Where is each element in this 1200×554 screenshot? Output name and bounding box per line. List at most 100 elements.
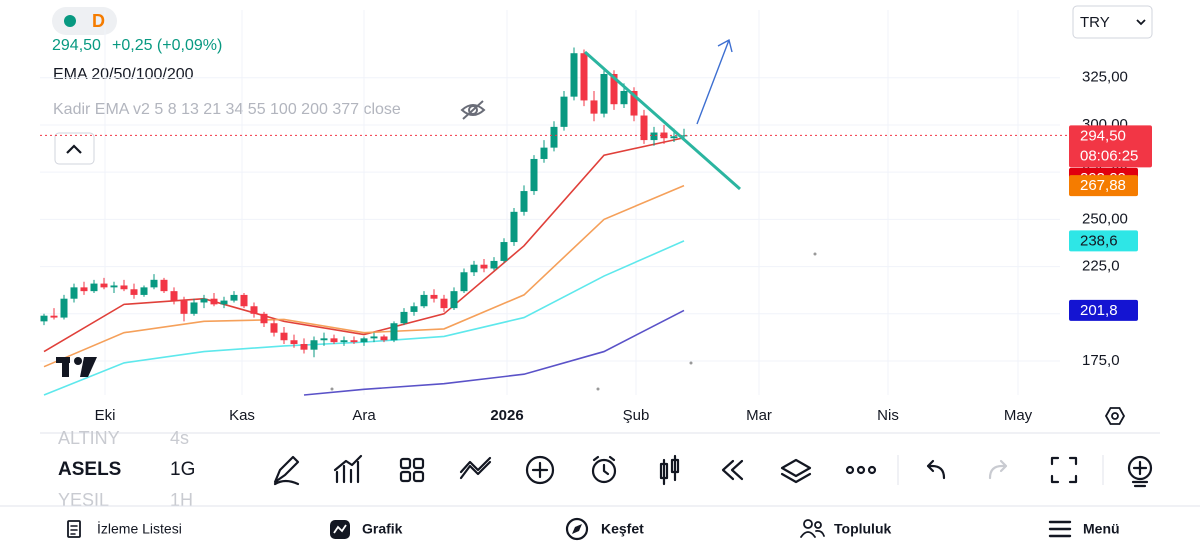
nav-chart[interactable]: Grafik [330,520,403,539]
candle-body [240,294,248,307]
candle-body [200,298,208,303]
alert[interactable] [591,455,617,484]
currency[interactable]: TRY [1080,14,1110,31]
chevron-down [1136,19,1146,26]
x-tick-label: Eki [95,407,116,424]
indicator-tag [1069,175,1138,197]
add[interactable] [525,455,555,485]
currency-select[interactable] [1072,5,1153,39]
candle-body [270,323,278,333]
replay[interactable] [721,459,744,481]
candle-body [640,115,648,141]
candle-body [340,340,348,343]
x-tick-label: Şub [623,407,650,424]
candle-body [210,298,218,305]
candle-body [380,336,388,341]
collapse-button[interactable] [54,132,95,165]
candle-body [580,53,588,101]
last-price-tag [1069,125,1152,168]
script-name[interactable]: Kadir EMA v2 5 8 13 21 34 55 100 200 377… [53,101,401,118]
candle-body [180,300,188,314]
candle-body [490,260,498,269]
watch-symbol[interactable]: ASELS [58,459,121,480]
dot [689,361,693,365]
candle-body [60,298,68,318]
candle-body [120,285,128,290]
indicator[interactable]: EMA 20/50/100/200 [53,66,194,83]
candle-body [220,300,228,305]
watch-interval[interactable]: 1G [170,459,195,480]
watch-symbol[interactable]: ALTINY [58,428,120,448]
chart-type[interactable] [659,454,680,486]
candle-body [80,287,88,292]
ema-line [303,309,685,396]
indicator-tag [1069,230,1138,252]
watch-interval[interactable]: 1H [170,490,193,510]
indicator-tag-label: 238,6 [1080,232,1118,249]
indicators[interactable] [333,454,363,484]
candle-body [430,294,438,299]
trend-line[interactable] [584,50,741,191]
countdown: 08:06:25 [1080,147,1138,164]
candle-body [160,279,168,292]
candle-body [360,338,368,343]
templates[interactable] [399,457,425,483]
candle-body [400,311,408,324]
layers[interactable] [780,458,812,484]
candle-body [460,272,468,292]
nav-label[interactable]: Keşfet [601,521,644,537]
candle-body [290,340,298,345]
watch-symbol[interactable]: YESIL [58,490,109,510]
x-axis: Eki Kas Ara 2026 Şub Mar Nis May [95,407,1033,424]
nav-label[interactable]: Grafik [362,521,403,537]
compare[interactable] [459,456,492,480]
redo[interactable] [988,459,1008,480]
candle-body [230,294,238,301]
nav-label[interactable]: Menü [1083,521,1120,537]
candle-body [570,53,578,97]
interval-pill[interactable] [52,7,117,35]
candle-body [90,283,98,292]
draw-tool[interactable] [273,455,300,486]
fullscreen[interactable] [1050,456,1078,484]
nav-community[interactable]: Topluluk [800,519,891,538]
arrow[interactable] [696,38,733,125]
candle-body [530,158,538,192]
x-tick-label: Nis [877,407,899,424]
nav-label[interactable]: Topluluk [834,521,891,537]
candle-body [680,135,688,137]
candle-body [50,315,58,318]
more[interactable] [845,465,877,475]
candle-body [140,287,148,295]
x-tick-label: Kas [229,407,255,424]
y-tick-label: 175,0 [1082,352,1120,369]
candle-body [260,313,268,324]
nav-explore[interactable]: Keşfet [565,517,644,541]
chevron-up [66,144,82,154]
candle-body [110,285,118,288]
add-panel[interactable] [1127,455,1153,488]
candle-body [510,211,518,243]
nav-watchlist[interactable]: İzleme Listesi [67,520,182,538]
nav-label[interactable]: İzleme Listesi [97,520,182,537]
indicator-tag-label: 267,88 [1080,177,1126,194]
candle-body [280,332,288,341]
nav-menu[interactable]: Menü [1048,521,1120,538]
candle-body [590,100,598,114]
dot [596,387,600,391]
toolbar [273,454,1153,488]
candle-body [370,336,378,339]
candle-body [660,132,668,139]
hide-icon[interactable] [460,100,486,120]
settings-icon[interactable] [1104,407,1126,425]
ema-line [43,184,685,368]
candle-body [70,287,78,299]
watch-interval[interactable]: 4s [170,428,189,448]
interval[interactable]: D [92,11,105,31]
y-tick-label: 225,0 [1082,258,1120,275]
candle-body [100,283,108,288]
undo[interactable] [926,459,946,480]
candle-body [500,242,508,261]
candle-body [40,315,48,322]
